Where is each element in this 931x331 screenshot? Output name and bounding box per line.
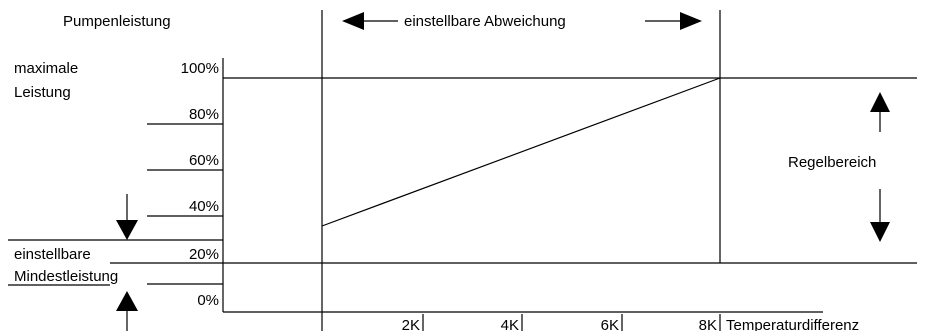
y-tick-label-1: 80%	[189, 106, 219, 123]
y-tick-label-5: 0%	[197, 292, 219, 309]
x-axis-title: Temperaturdifferenz	[726, 317, 859, 331]
x-tick-label-3: 8K	[699, 317, 717, 331]
min-arrow-up-head	[116, 291, 138, 311]
y-tick-label-0: 100%	[181, 60, 219, 77]
min-arrow-down-head	[116, 220, 138, 240]
min-output-label-line2: Mindestleistung	[14, 268, 118, 285]
y-tick-label-3: 40%	[189, 198, 219, 215]
control-range-label: Regelbereich	[788, 154, 876, 171]
series-layer	[321, 77, 721, 227]
x-tick-label-1: 4K	[501, 317, 519, 331]
y-tick-label-2: 60%	[189, 152, 219, 169]
x-tick-label-2: 6K	[601, 317, 619, 331]
y-axis-title: Pumpenleistung	[63, 13, 171, 30]
max-output-label-line2: Leistung	[14, 84, 71, 101]
max-output-label-line1: maximale	[14, 60, 78, 77]
x-tick-labels: 2K 4K 6K 8K	[402, 317, 717, 331]
deviation-arrow-right-head	[680, 12, 702, 30]
range-arrow-down-head	[870, 222, 890, 242]
y-tick-label-4: 20%	[189, 246, 219, 263]
deviation-arrow-left-head	[342, 12, 364, 30]
x-tick-label-0: 2K	[402, 317, 420, 331]
min-output-label-line1: einstellbare	[14, 246, 91, 263]
y-tick-labels: 100% 80% 60% 40% 20% 0%	[181, 60, 219, 309]
range-arrow-up-head	[870, 92, 890, 112]
deviation-label: einstellbare Abweichung	[404, 13, 566, 30]
series-line-0	[321, 77, 721, 227]
